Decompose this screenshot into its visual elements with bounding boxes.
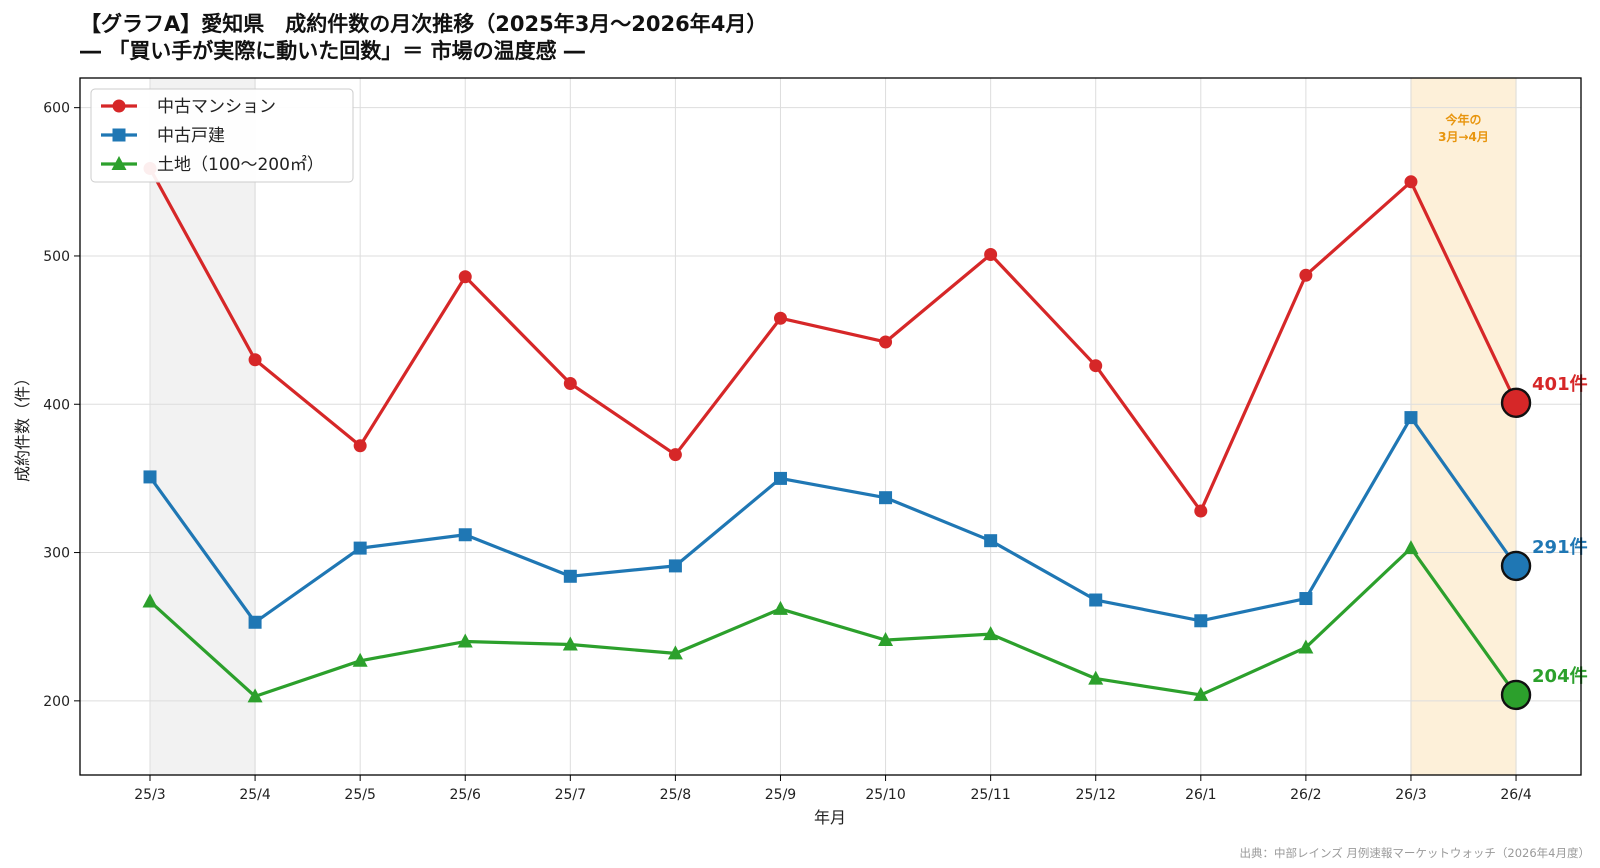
y-tick-label: 200 — [43, 694, 70, 710]
x-tick-label: 25/3 — [134, 787, 165, 803]
data-point — [1403, 540, 1419, 555]
chart-title: 【グラフA】愛知県 成約件数の月次推移（2025年3月～2026年4月） — [80, 12, 767, 36]
data-point — [457, 633, 473, 648]
endpoint-label: 291件 — [1532, 536, 1588, 558]
data-point — [248, 353, 262, 367]
endpoint-marker — [1500, 550, 1532, 582]
data-point — [1088, 670, 1104, 685]
legend-label: 中古マンション — [157, 97, 276, 117]
legend-box — [90, 88, 354, 183]
x-tick-label: 26/1 — [1185, 787, 1216, 803]
data-point — [247, 688, 263, 703]
data-point — [563, 376, 577, 390]
y-tick-label: 600 — [43, 101, 70, 117]
data-point — [983, 626, 999, 641]
legend-entry-1: 中古戸建 — [101, 126, 225, 146]
highlight-label-line1: 今年の — [1444, 112, 1481, 127]
data-point — [1089, 593, 1103, 607]
series-line — [148, 167, 1518, 513]
endpoint-label: 204件 — [1532, 665, 1588, 687]
data-point — [1194, 614, 1208, 628]
shaded-region-0 — [150, 78, 256, 775]
x-tick-label: 25/9 — [765, 787, 796, 803]
data-point — [1404, 411, 1418, 425]
x-axis-ticks: 25/3 25/4 25/5 25/6 25/7 25/8 25/9 25/10 25/11 25… — [134, 775, 1532, 803]
legend-marker — [111, 156, 127, 170]
y-axis-label: 成約件数（件） — [13, 370, 32, 482]
data-point — [563, 569, 577, 583]
data-point — [248, 615, 262, 629]
series-1 — [143, 411, 1518, 629]
data-point — [1404, 175, 1418, 189]
y-tick-label: 500 — [43, 249, 70, 265]
data-point — [879, 491, 893, 505]
y-tick-label: 400 — [43, 397, 70, 413]
data-point — [667, 645, 683, 660]
data-point — [984, 247, 998, 261]
x-tick-label: 25/7 — [555, 787, 586, 803]
data-point — [773, 311, 787, 325]
data-point — [1193, 686, 1209, 701]
data-point — [353, 541, 367, 555]
data-point — [562, 636, 578, 651]
data-point — [353, 439, 367, 453]
data-point — [352, 652, 368, 667]
data-point — [1194, 504, 1208, 518]
data-point — [1299, 592, 1313, 606]
series-0 — [143, 161, 1518, 518]
data-point — [142, 593, 158, 608]
legend-label: 中古戸建 — [157, 126, 225, 146]
source-note: 出典：中部レインズ 月例速報マーケットウォッチ（2026年4月度） — [1239, 846, 1590, 860]
data-point — [458, 270, 472, 284]
x-tick-label: 26/3 — [1395, 787, 1426, 803]
series-2 — [142, 540, 1518, 703]
x-tick-label: 25/5 — [344, 787, 375, 803]
x-tick-label: 25/8 — [660, 787, 691, 803]
data-point — [143, 470, 157, 484]
data-point — [773, 471, 787, 485]
x-tick-label: 26/2 — [1290, 787, 1321, 803]
x-tick-label: 25/10 — [865, 787, 905, 803]
data-point — [1298, 639, 1314, 654]
legend-label: 土地（100～200㎡） — [157, 155, 324, 175]
x-tick-label: 25/11 — [970, 787, 1010, 803]
data-point — [668, 559, 682, 573]
x-tick-label: 25/4 — [239, 787, 271, 803]
chart-subtitle: ― 「買い手が実際に動いた回数」＝ 市場の温度感 ― — [80, 39, 585, 63]
endpoint-marker — [1500, 387, 1532, 418]
data-point — [878, 632, 894, 647]
x-tick-label: 25/12 — [1076, 787, 1116, 803]
data-point — [668, 448, 682, 462]
data-point — [1299, 268, 1313, 282]
data-point — [984, 534, 998, 548]
endpoint-label: 401件 — [1532, 373, 1588, 395]
y-tick-label: 300 — [43, 546, 70, 562]
shaded-regions: 今年の 3月→4月 — [149, 78, 1517, 775]
legend-marker — [112, 128, 126, 142]
legend-entry-2: 土地（100～200㎡） — [101, 155, 324, 175]
plot-frame — [79, 77, 1582, 776]
x-tick-label: 25/6 — [450, 787, 482, 803]
y-axis-ticks: 200 300 400 500 600 — [43, 101, 80, 710]
endpoint-marker — [1500, 679, 1532, 711]
legend-marker — [112, 99, 126, 113]
data-point — [1089, 359, 1103, 373]
data-point — [772, 600, 788, 615]
x-axis-label: 年月 — [814, 808, 846, 827]
data-point — [879, 335, 893, 349]
gridlines — [80, 78, 1581, 775]
highlight-label-line2: 3月→4月 — [1438, 130, 1489, 144]
series-line — [148, 546, 1518, 699]
shaded-region-1 — [1410, 78, 1517, 775]
legend-entry-0: 中古マンション — [101, 97, 276, 117]
series-endpoints: 401件 291件 204件 — [1500, 373, 1588, 711]
series-line — [148, 416, 1518, 624]
x-tick-label: 26/4 — [1500, 787, 1532, 803]
series-lines — [142, 161, 1518, 703]
data-point — [458, 528, 472, 542]
